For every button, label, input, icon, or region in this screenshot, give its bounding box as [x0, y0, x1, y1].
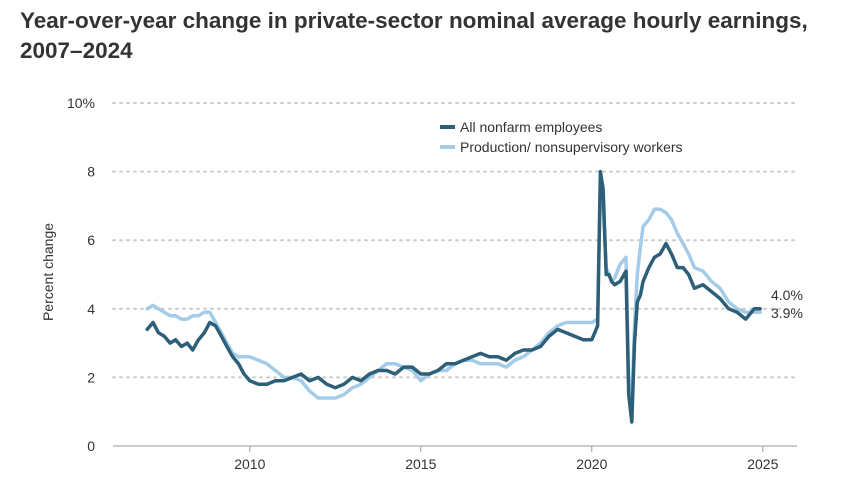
y-tick-label: 0 — [87, 438, 95, 454]
series-line-1 — [145, 169, 762, 424]
x-tick-label: 2025 — [747, 456, 778, 472]
legend: All nonfarm employees Production/ nonsupe… — [440, 119, 683, 155]
x-tick-label: 2015 — [405, 456, 436, 472]
end-labels: 4.0% 3.9% — [771, 287, 803, 321]
y-tick-label: 4 — [87, 301, 95, 317]
x-axis-ticks: 2010 2015 2020 2025 — [234, 446, 779, 472]
y-tick-label: 2 — [87, 369, 95, 385]
end-value-label: 4.0% — [771, 287, 803, 303]
y-axis-ticks: 0 2 4 6 8 10% — [67, 95, 95, 454]
x-tick-label: 2020 — [576, 456, 607, 472]
series-lines — [145, 169, 762, 424]
series-line-2 — [145, 176, 762, 407]
legend-label: Production/ nonsupervisory workers — [460, 139, 683, 155]
end-value-label: 3.9% — [771, 305, 803, 321]
legend-label: All nonfarm employees — [460, 119, 602, 135]
chart-title: Year-over-year change in private-sector … — [20, 8, 808, 63]
y-tick-label: 6 — [87, 232, 95, 248]
y-tick-label: 10% — [67, 95, 95, 111]
x-tick-label: 2010 — [234, 456, 265, 472]
y-tick-label: 8 — [87, 164, 95, 180]
gridlines — [112, 102, 798, 379]
y-axis-label: Percent change — [40, 223, 56, 321]
